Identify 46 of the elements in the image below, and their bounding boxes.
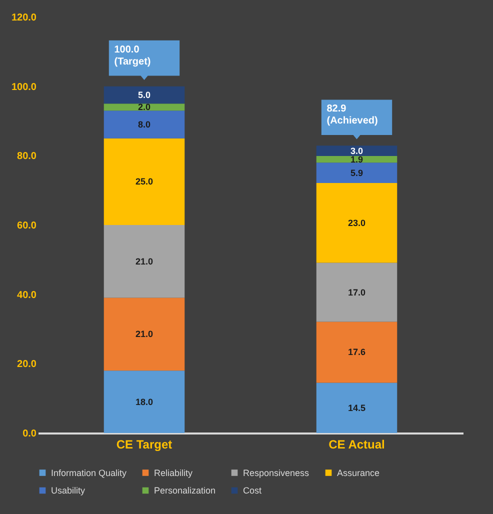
data-label: 25.0 [135, 176, 154, 187]
y-tick-label: 80.0 [17, 151, 37, 162]
data-label: 14.5 [348, 402, 366, 413]
data-label: 18.0 [135, 396, 154, 407]
bar [316, 146, 398, 156]
data-label: 1.9 [350, 154, 364, 164]
data-label: 2.0 [138, 102, 151, 112]
bar [104, 298, 185, 371]
data-label: 21.0 [135, 329, 154, 340]
x-tick-label: CE Target [116, 438, 172, 452]
bar [104, 104, 185, 111]
legend-label: Information Quality [51, 468, 128, 478]
bar [104, 370, 185, 433]
data-label: 17.0 [348, 287, 366, 298]
legend-label: Reliability [154, 468, 194, 478]
bar [316, 156, 398, 163]
data-label: 17.6 [348, 347, 366, 358]
y-tick-label: 20.0 [17, 359, 37, 370]
x-tick-label: CE Actual [328, 438, 385, 452]
y-tick-label: 120.0 [11, 12, 37, 24]
bar [104, 138, 185, 225]
annotation: 100.0 (Target) [114, 44, 151, 68]
bar [316, 162, 398, 184]
bar [104, 110, 185, 138]
bar [316, 183, 398, 263]
bar [316, 262, 398, 322]
legend-label: Assurance [337, 468, 380, 478]
data-label: 5.9 [350, 168, 364, 178]
y-tick-label: 60.0 [17, 220, 37, 232]
y-tick-label: 40.0 [17, 290, 37, 301]
bar [104, 86, 185, 104]
bar [316, 322, 398, 383]
data-label: 3.0 [350, 146, 364, 156]
annotation: 82.9 (Achieved) [326, 104, 378, 127]
y-tick-label: 100.0 [11, 82, 37, 93]
legend-label: Usability [51, 486, 86, 496]
data-label: 8.0 [138, 119, 151, 130]
legend-label: Personalization [154, 486, 216, 496]
y-tick-label: 0.0 [22, 428, 37, 440]
data-label: 23.0 [348, 218, 366, 228]
bar [316, 382, 398, 433]
data-label: 5.0 [138, 90, 151, 100]
data-label: 21.0 [135, 256, 154, 266]
legend-label: Responsiveness [243, 468, 310, 478]
bar [104, 225, 185, 298]
legend-label: Cost [243, 486, 262, 496]
